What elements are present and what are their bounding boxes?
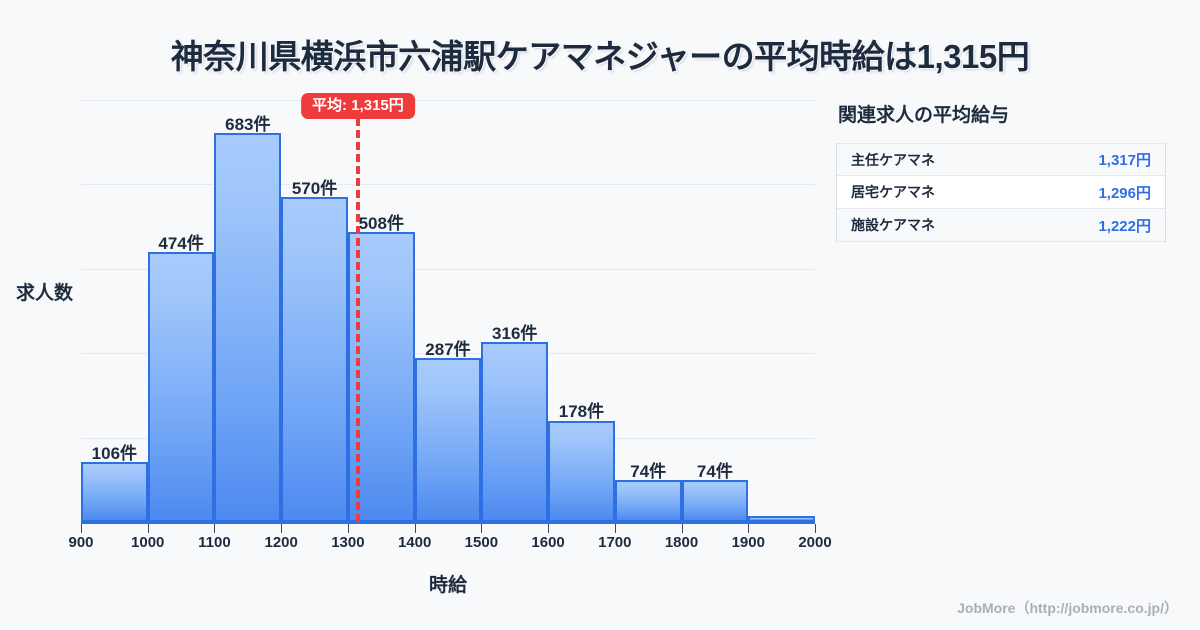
- x-tick-mark: [548, 524, 550, 533]
- average-badge: 平均: 1,315円: [301, 93, 415, 120]
- x-tick-label: 1300: [331, 534, 365, 551]
- gridline: [81, 184, 815, 186]
- x-tick-mark: [748, 524, 750, 533]
- bar-value-label: 508件: [358, 214, 404, 234]
- table-row: 主任ケアマネ 1,317円: [837, 143, 1165, 176]
- bar-value-label: 74件: [630, 461, 667, 481]
- histogram-bar: [614, 479, 682, 522]
- gridline: [81, 268, 815, 270]
- related-salary-panel: 関連求人の平均給与 主任ケアマネ 1,317円居宅ケアマネ 1,296円施設ケアマネ…: [836, 100, 1166, 242]
- x-tick-mark: [347, 524, 349, 533]
- table-row: 施設ケアマネ 1,222円: [837, 209, 1165, 242]
- x-tick-label: 900: [68, 534, 94, 551]
- x-tick-mark: [681, 524, 683, 533]
- x-tick-mark: [815, 524, 816, 533]
- histogram-bar: [281, 196, 348, 522]
- x-tick-label: 1100: [198, 534, 231, 551]
- x-tick-mark: [81, 524, 82, 533]
- bar-value-label: 178件: [558, 402, 605, 422]
- bar-value-label: 683件: [225, 114, 271, 134]
- x-axis-title: 時給: [428, 575, 467, 596]
- x-tick-label: 1200: [264, 534, 298, 551]
- histogram-bar: [548, 420, 615, 522]
- histogram-bar: [748, 515, 815, 522]
- salary-row-name: 居宅ケアマネ: [851, 184, 935, 200]
- bar-value-label: 474件: [158, 233, 204, 253]
- gridline: [81, 100, 815, 101]
- x-tick-label: 2000: [798, 534, 832, 551]
- salary-row-name: 主任ケアマネ: [851, 151, 935, 168]
- histogram-bar: [681, 479, 749, 522]
- histogram-chart: 求人数 106件 474件 683件 570件 508件 287件 316件 178件 74件 7…: [0, 88, 832, 596]
- x-tick-mark: [214, 524, 216, 533]
- salary-row-value: 1,317円: [1098, 152, 1151, 169]
- salary-row-value: 1,222円: [1098, 217, 1151, 235]
- histogram-bar: [214, 132, 282, 522]
- bar-value-label: 74件: [696, 461, 733, 481]
- histogram-bar: [147, 251, 215, 522]
- x-tick-label: 1400: [397, 534, 432, 551]
- salary-row-name: 施設ケアマネ: [851, 217, 935, 233]
- related-salary-title: 関連求人の平均給与: [838, 105, 1010, 126]
- x-tick-label: 1800: [664, 534, 699, 551]
- bar-value-label: 287件: [425, 340, 471, 360]
- x-tick-mark: [414, 524, 416, 533]
- related-salary-table: 主任ケアマネ 1,317円居宅ケアマネ 1,296円施設ケアマネ 1,222円: [836, 143, 1166, 242]
- histogram-bar: [81, 461, 148, 522]
- page-title: 神奈川県横浜市六浦駅ケアマネジャーの平均時給は1,315円: [170, 38, 1030, 75]
- histogram-bar: [481, 341, 549, 522]
- x-tick-label: 1900: [731, 534, 765, 551]
- footer-credit: JobMore（http://jobmore.co.jp/）: [957, 600, 1178, 616]
- table-row: 居宅ケアマネ 1,296円: [837, 176, 1165, 209]
- x-tick-label: 1600: [531, 534, 565, 551]
- gridline: [81, 353, 815, 355]
- histogram-bar: [414, 358, 482, 522]
- bar-value-label: 570件: [291, 178, 338, 198]
- salary-row-value: 1,296円: [1098, 184, 1151, 202]
- bar-value-label: 316件: [492, 323, 538, 343]
- x-axis-line: [81, 522, 815, 524]
- average-line: [355, 118, 360, 522]
- x-tick-mark: [147, 524, 149, 533]
- plot-area: 106件 474件 683件 570件 508件 287件 316件 178件 74件 74件: [81, 100, 815, 523]
- y-axis-title: 求人数: [16, 283, 74, 304]
- bar-value-label: 106件: [91, 443, 138, 463]
- x-tick-mark: [481, 524, 483, 533]
- x-tick-label: 1700: [598, 534, 632, 551]
- x-tick-label: 1000: [131, 534, 165, 551]
- x-tick-mark: [281, 524, 283, 533]
- x-tick-label: 1500: [464, 534, 499, 551]
- x-tick-mark: [614, 524, 616, 533]
